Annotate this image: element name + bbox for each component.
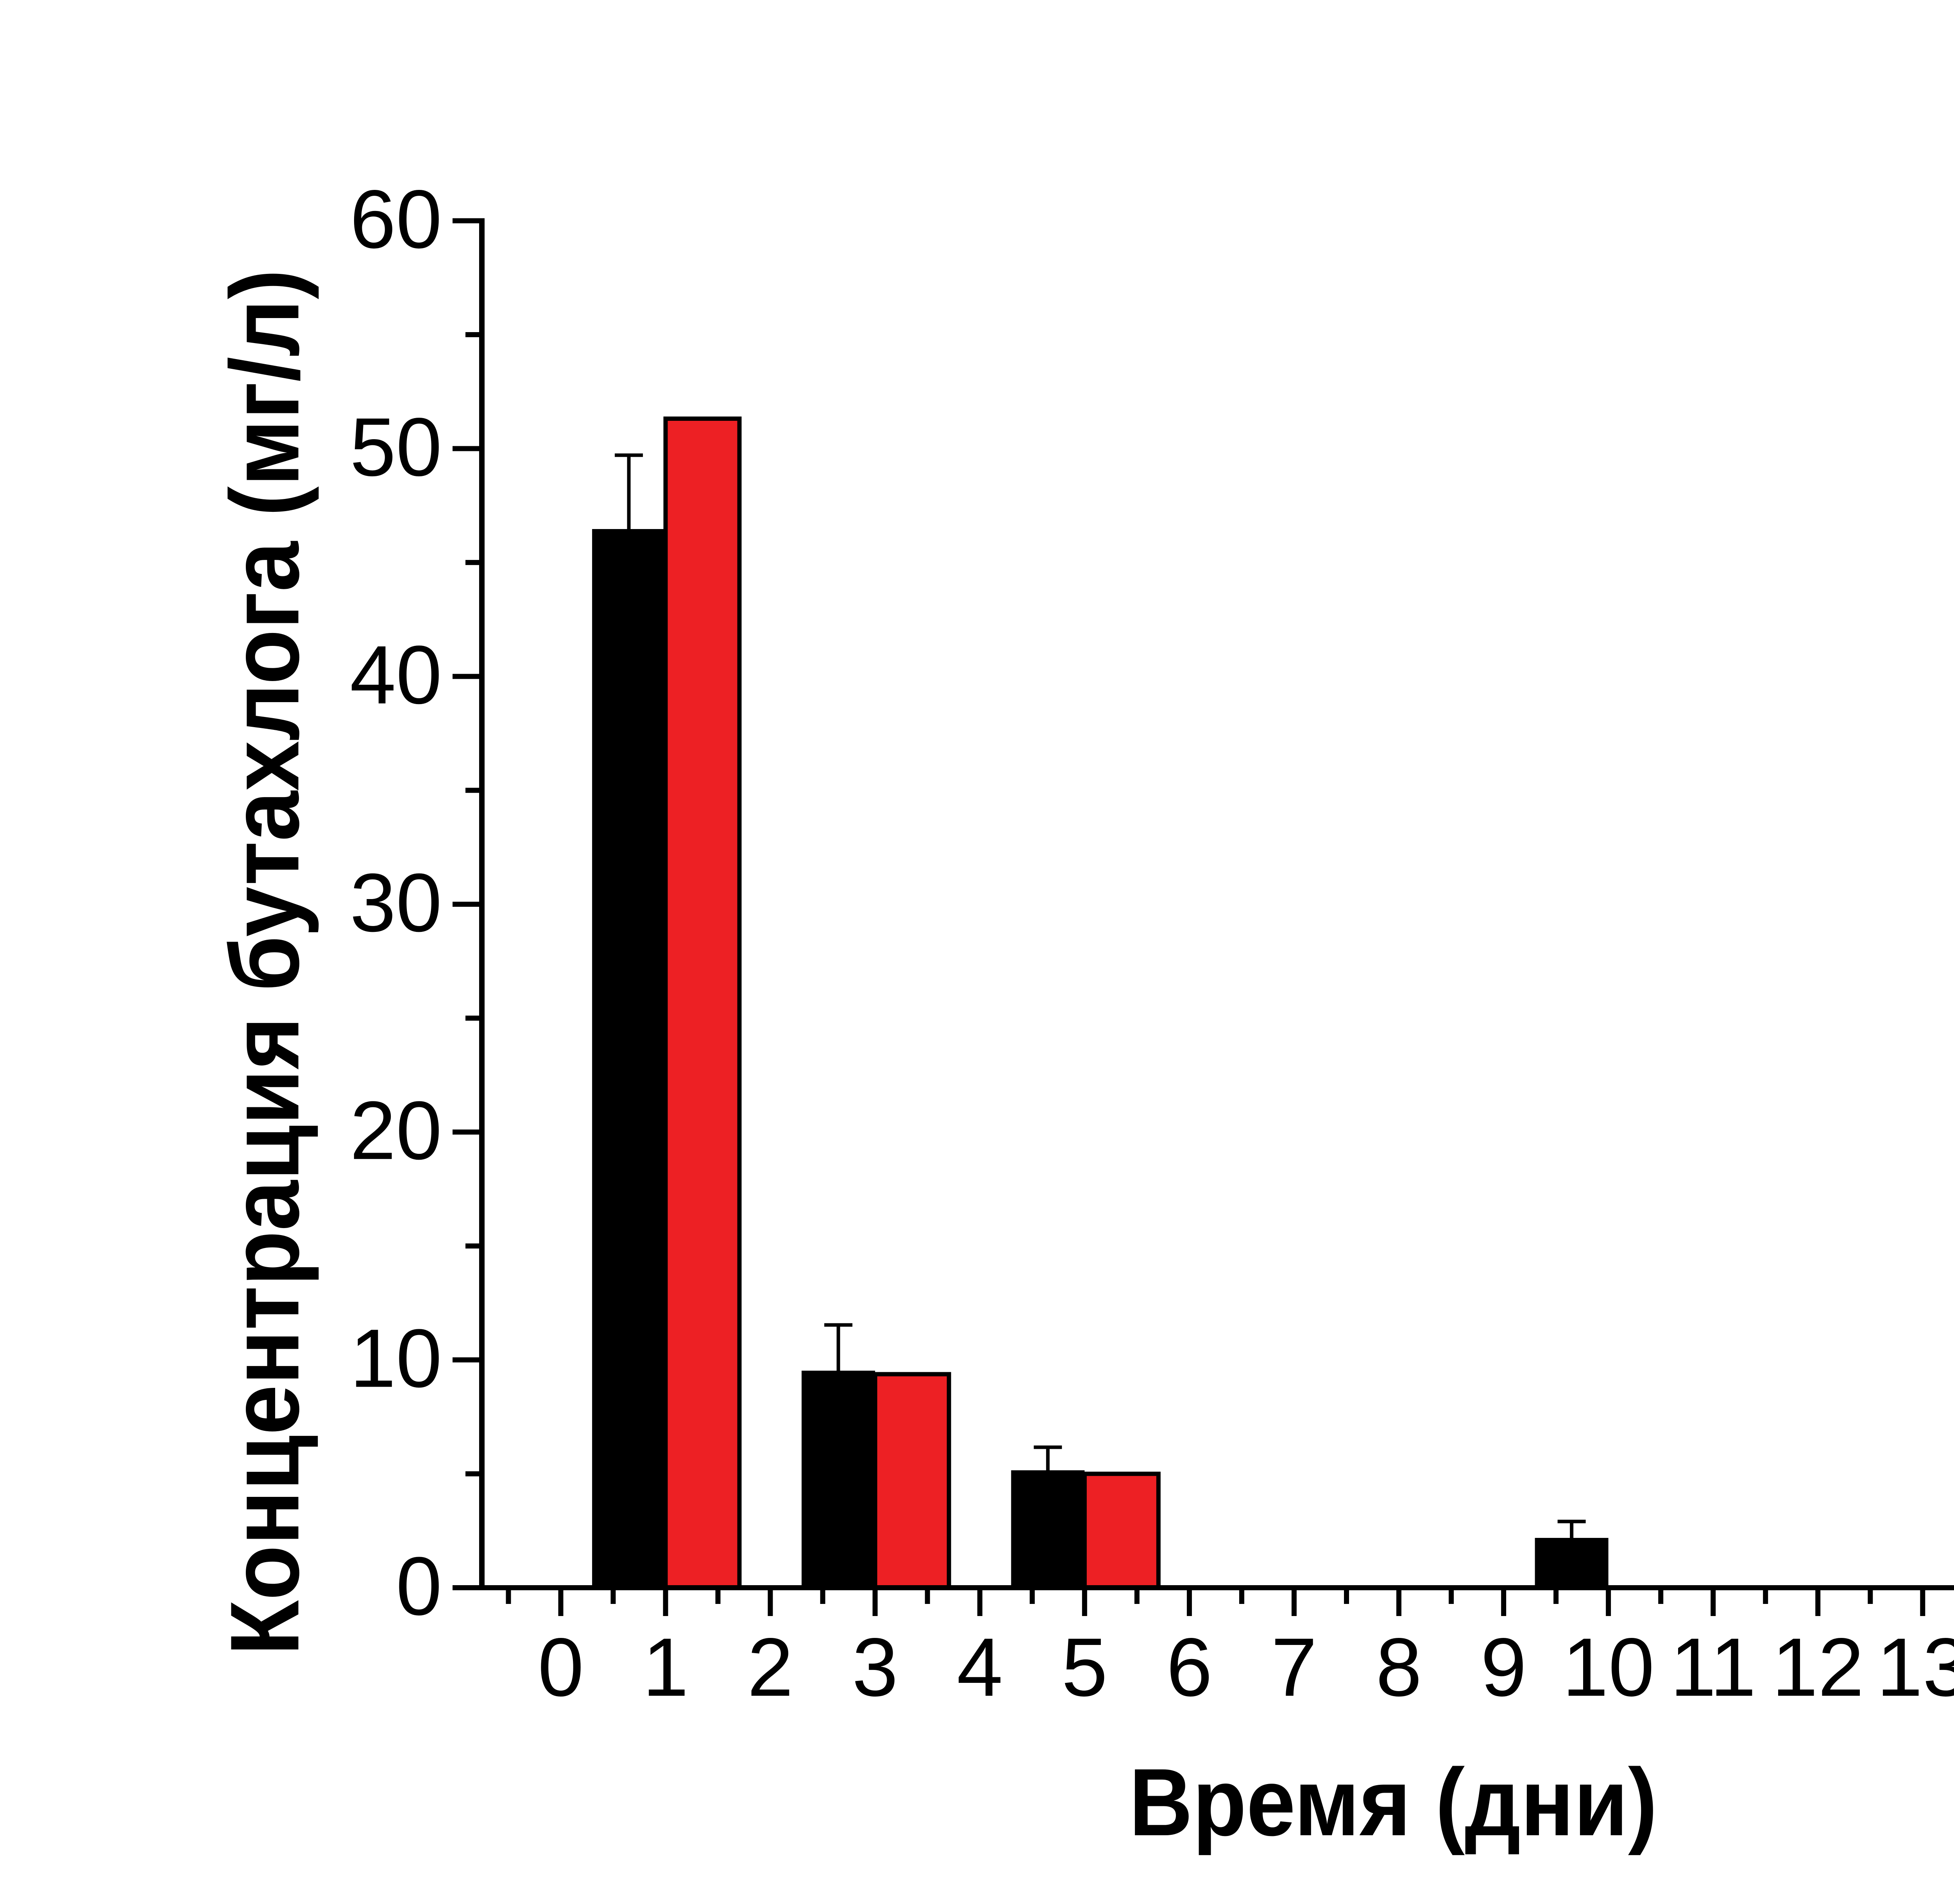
svg-text:13: 13 xyxy=(1877,1621,1954,1713)
svg-text:6: 6 xyxy=(1166,1621,1212,1713)
svg-text:11: 11 xyxy=(1670,1621,1756,1713)
svg-text:4: 4 xyxy=(957,1621,1003,1713)
svg-text:12: 12 xyxy=(1772,1621,1864,1713)
svg-text:Концентрация бутахлога (мг/л): Концентрация бутахлога (мг/л) xyxy=(210,269,319,1655)
svg-text:20: 20 xyxy=(350,1084,442,1176)
svg-text:8: 8 xyxy=(1376,1621,1422,1713)
svg-text:5: 5 xyxy=(1061,1621,1108,1713)
svg-text:9: 9 xyxy=(1481,1621,1527,1713)
svg-text:10: 10 xyxy=(350,1312,442,1404)
svg-text:7: 7 xyxy=(1271,1621,1317,1713)
svg-text:60: 60 xyxy=(350,173,442,265)
svg-text:Время (дни): Время (дни) xyxy=(1129,1748,1657,1856)
svg-text:40: 40 xyxy=(350,628,442,721)
svg-text:10: 10 xyxy=(1562,1621,1655,1713)
svg-text:50: 50 xyxy=(350,400,442,493)
svg-text:3: 3 xyxy=(852,1621,898,1713)
svg-text:2: 2 xyxy=(747,1621,793,1713)
svg-text:30: 30 xyxy=(350,856,442,949)
svg-text:0: 0 xyxy=(538,1621,584,1713)
svg-text:1: 1 xyxy=(642,1621,689,1713)
svg-text:0: 0 xyxy=(396,1540,442,1632)
